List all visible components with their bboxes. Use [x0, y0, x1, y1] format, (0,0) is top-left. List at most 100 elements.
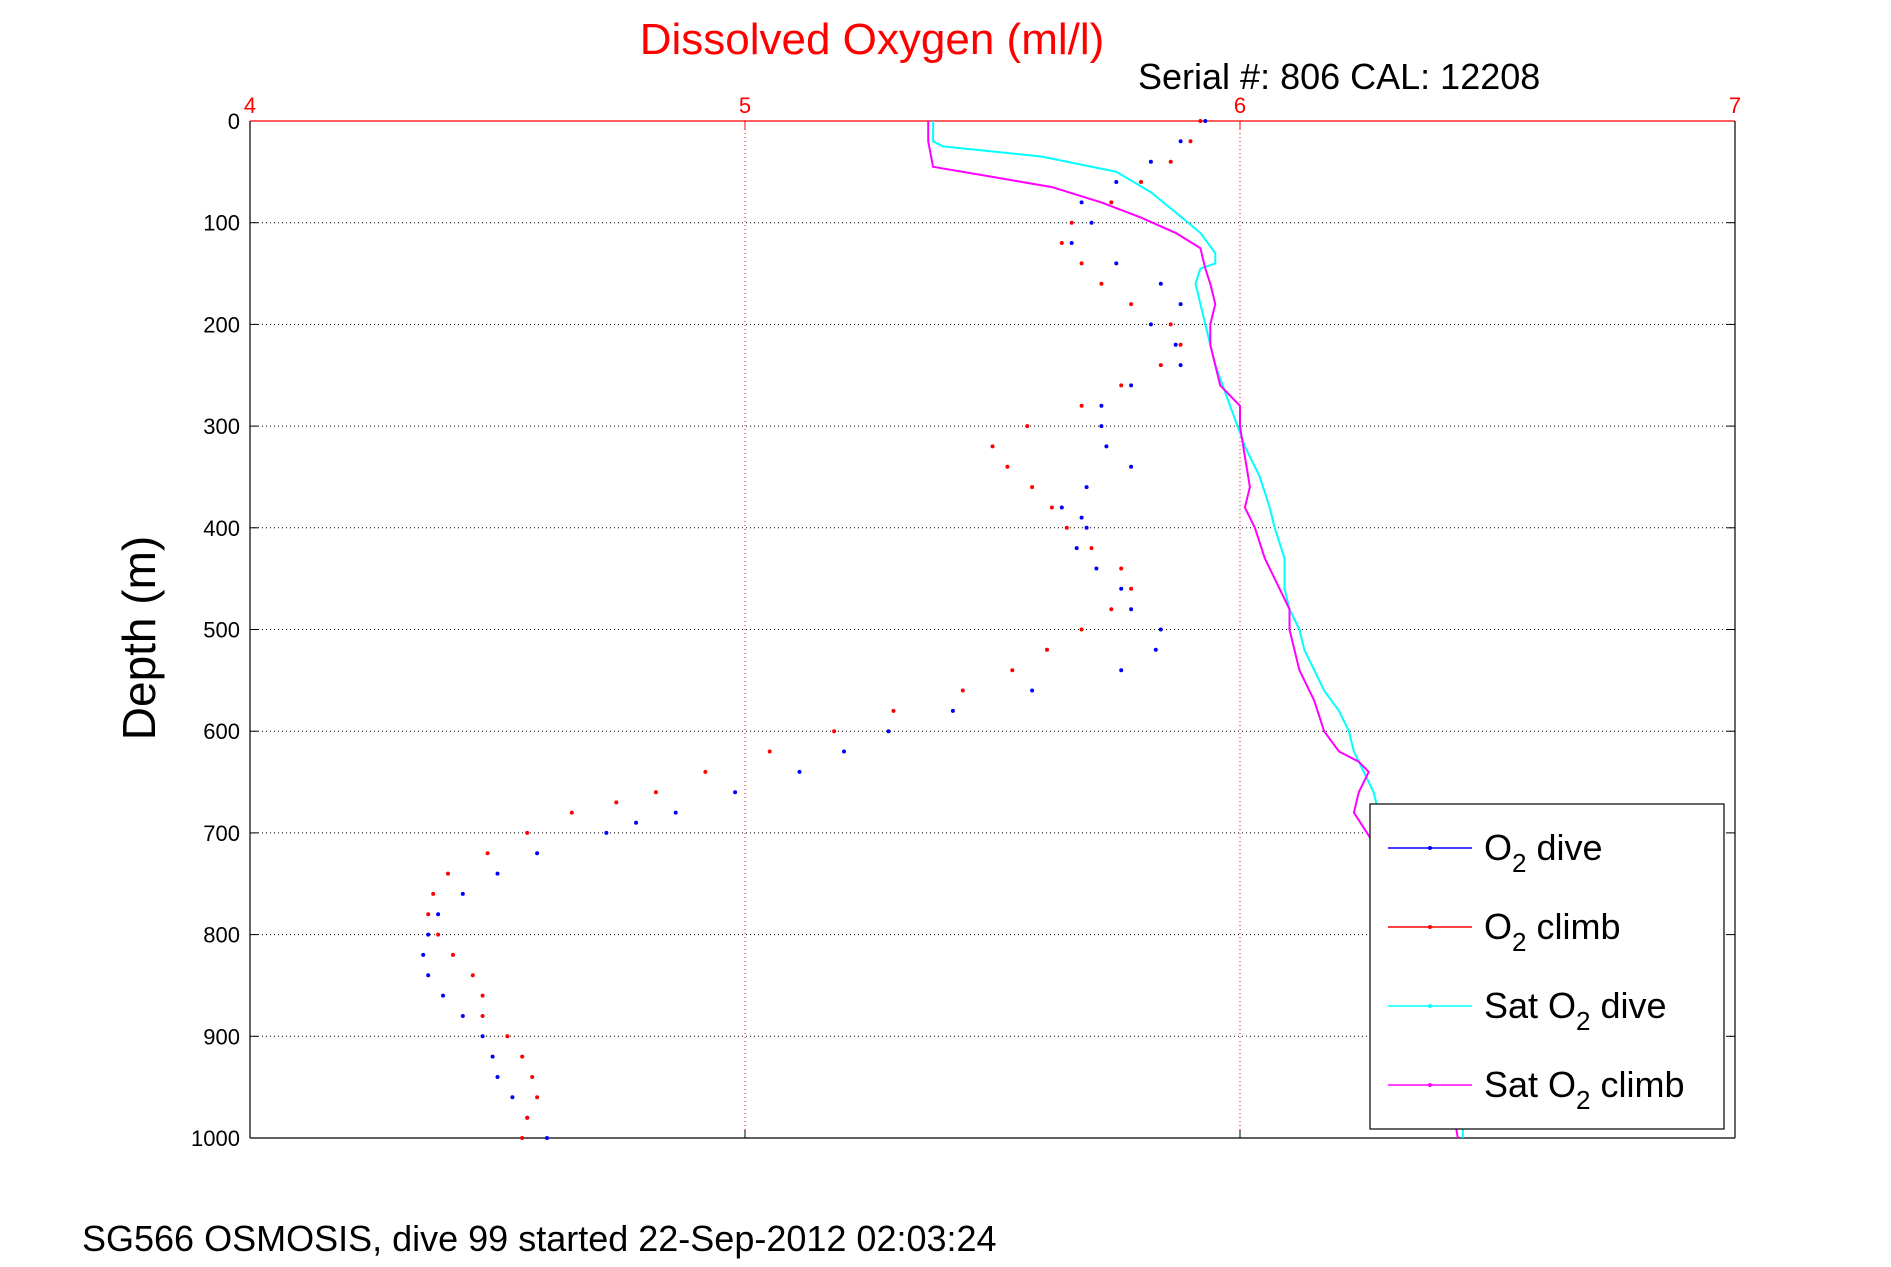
legend-marker-o2-dive — [1428, 846, 1432, 850]
y-tick-label: 0 — [228, 109, 240, 134]
legend-marker-sat-o2-dive — [1428, 1004, 1432, 1008]
data-point-o2-climb — [891, 708, 896, 713]
data-point-o2-dive — [1148, 322, 1153, 327]
data-point-o2-climb — [1069, 220, 1074, 225]
data-point-o2-climb — [1079, 403, 1084, 408]
data-point-o2-climb — [1139, 180, 1143, 184]
data-point-o2-dive — [1084, 485, 1089, 490]
y-tick-label: 400 — [203, 516, 240, 541]
data-point-o2-dive — [1173, 342, 1178, 347]
legend-marker-sat-o2-climb — [1428, 1083, 1432, 1087]
data-point-o2-climb — [832, 729, 837, 734]
data-point-o2-climb — [1064, 525, 1069, 530]
data-point-o2-dive — [1129, 383, 1134, 388]
data-point-o2-climb — [1198, 119, 1203, 123]
data-point-o2-dive — [1148, 159, 1153, 164]
data-point-o2-dive — [1094, 566, 1099, 571]
data-point-o2-dive — [673, 810, 678, 815]
data-point-o2-climb — [767, 749, 772, 754]
data-point-o2-dive — [842, 749, 846, 754]
data-point-o2-climb — [436, 932, 441, 937]
data-point-o2-dive — [1099, 424, 1104, 429]
data-point-o2-climb — [1089, 546, 1094, 551]
data-point-o2-dive — [495, 871, 500, 876]
series-o2-climb — [426, 119, 1203, 1140]
legend-label-subscript: 2 — [1576, 1006, 1590, 1036]
data-point-o2-dive — [733, 790, 738, 795]
data-point-o2-dive — [421, 952, 426, 957]
data-point-o2-dive — [510, 1095, 515, 1100]
data-point-o2-dive — [1178, 363, 1183, 368]
data-point-o2-dive — [490, 1054, 495, 1059]
y-axis-label: Depth (m) — [113, 536, 165, 740]
data-point-o2-dive — [604, 830, 609, 835]
legend-label-o2-climb: O2 climb — [1484, 906, 1621, 957]
legend-marker-o2-climb — [1428, 925, 1432, 929]
legend-label-subscript: 2 — [1512, 927, 1526, 957]
data-point-o2-climb — [1129, 586, 1134, 591]
dive-info-footer: SG566 OSMOSIS, dive 99 started 22-Sep-20… — [82, 1218, 997, 1259]
data-point-o2-dive — [1104, 444, 1109, 449]
data-point-o2-climb — [1030, 485, 1035, 490]
data-point-o2-dive — [797, 769, 802, 774]
data-point-o2-dive — [426, 973, 431, 978]
data-point-o2-dive — [436, 912, 441, 917]
legend-label-main: O — [1484, 906, 1512, 947]
y-tick-label: 300 — [203, 414, 240, 439]
data-point-o2-dive — [1059, 505, 1064, 510]
data-point-o2-dive — [1069, 241, 1074, 245]
data-point-o2-climb — [1099, 281, 1104, 286]
data-point-o2-dive — [1203, 119, 1208, 123]
data-point-o2-climb — [1178, 342, 1183, 347]
data-point-o2-climb — [1188, 139, 1193, 144]
data-point-o2-climb — [480, 993, 485, 998]
x-tick-label: 7 — [1729, 93, 1741, 118]
y-tick-label: 500 — [203, 618, 240, 643]
data-point-o2-dive — [1129, 464, 1134, 469]
y-tick-label: 100 — [203, 211, 240, 236]
chart-subtitle: Serial #: 806 CAL: 12208 — [1138, 56, 1540, 97]
data-point-o2-climb — [1119, 383, 1124, 388]
series-o2-dive — [421, 119, 1208, 1140]
data-point-o2-dive — [480, 1034, 485, 1039]
data-point-o2-climb — [525, 1115, 530, 1120]
y-tick-label: 1000 — [191, 1126, 240, 1151]
data-point-o2-climb — [1005, 464, 1010, 469]
data-point-o2-climb — [1045, 647, 1049, 652]
data-point-o2-dive — [1089, 220, 1094, 225]
data-point-o2-climb — [520, 1136, 525, 1140]
data-point-o2-dive — [1178, 302, 1183, 307]
y-tick-label: 600 — [203, 719, 240, 744]
data-point-o2-climb — [1079, 261, 1084, 266]
y-tick-label: 900 — [203, 1024, 240, 1049]
data-point-o2-dive — [426, 932, 431, 937]
y-tick-label: 200 — [203, 312, 240, 337]
data-point-o2-climb — [525, 830, 530, 835]
legend-label-sat-o2-dive: Sat O2 dive — [1484, 985, 1667, 1036]
data-point-o2-dive — [1030, 688, 1035, 693]
data-point-o2-climb — [1010, 668, 1015, 673]
data-point-o2-dive — [1119, 586, 1124, 591]
data-point-o2-dive — [886, 729, 891, 734]
legend-label-rest: climb — [1591, 1064, 1685, 1105]
data-point-o2-dive — [1099, 403, 1104, 408]
legend-label-o2-dive: O2 dive — [1484, 827, 1603, 878]
data-point-o2-dive — [460, 891, 465, 896]
data-point-o2-climb — [480, 1014, 485, 1018]
data-point-o2-climb — [530, 1075, 535, 1079]
y-tick-label: 700 — [203, 821, 240, 846]
legend-box — [1369, 803, 1725, 1130]
data-point-o2-climb — [1158, 363, 1163, 368]
data-point-o2-climb — [960, 688, 965, 693]
data-point-o2-climb — [1109, 607, 1114, 612]
data-point-o2-dive — [1114, 261, 1119, 266]
data-point-o2-dive — [460, 1014, 465, 1018]
data-point-o2-climb — [1168, 159, 1173, 164]
data-point-o2-climb — [1119, 566, 1124, 571]
data-point-o2-climb — [990, 444, 995, 449]
data-point-o2-climb — [614, 800, 619, 805]
data-point-o2-dive — [1178, 139, 1183, 144]
legend-label-rest: dive — [1591, 985, 1667, 1026]
